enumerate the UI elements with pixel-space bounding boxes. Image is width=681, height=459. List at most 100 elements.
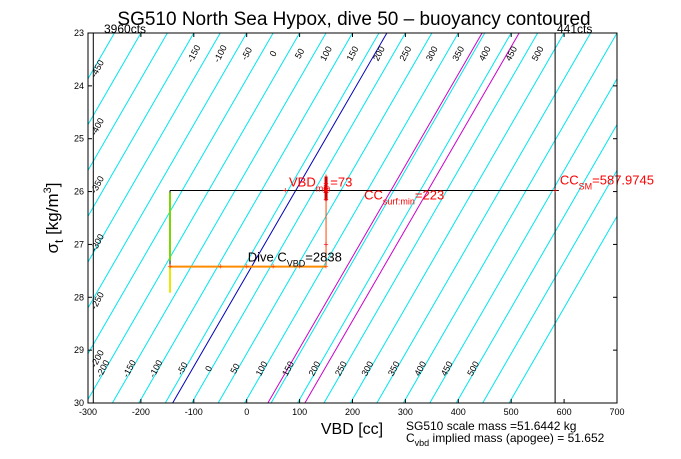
y-tick-label: 27 bbox=[74, 239, 84, 249]
buoyancy-contour-line bbox=[244, 33, 459, 403]
orange-marker: + bbox=[271, 262, 276, 272]
contour-label-bottom: 100 bbox=[254, 360, 270, 378]
buoyancy-contour-line bbox=[402, 33, 617, 403]
buoyancy-contour-line bbox=[376, 33, 591, 403]
contour-label-top: 400 bbox=[477, 45, 493, 63]
contour-label-bottom: 150 bbox=[280, 360, 296, 378]
y-tick-label: 26 bbox=[74, 187, 84, 197]
x-tick-label: 0 bbox=[244, 407, 249, 417]
red-marker: + bbox=[323, 179, 328, 189]
x-tick-label: -300 bbox=[79, 407, 97, 417]
buoyancy-contour-line bbox=[482, 169, 617, 403]
contour-label-top: 500 bbox=[530, 45, 546, 63]
y-axis-label-units: [kg/m bbox=[43, 193, 62, 239]
buoyancy-contour-line bbox=[164, 33, 380, 403]
contour-label-top: 50 bbox=[293, 47, 307, 61]
y-tick-label: 25 bbox=[74, 134, 84, 144]
contour-label-bottom: 500 bbox=[465, 360, 481, 378]
x-tick-label: 600 bbox=[557, 407, 572, 417]
contour-label-bottom: 300 bbox=[359, 360, 375, 378]
y-tick-label: 23 bbox=[74, 28, 84, 38]
contour-label-bottom: 450 bbox=[439, 360, 455, 378]
buoyancy-contour-line bbox=[191, 33, 406, 403]
y-axis-label: σt [kg/m3] bbox=[42, 183, 66, 254]
contour-label-top: -150 bbox=[185, 43, 202, 64]
x-tick-label: -100 bbox=[185, 407, 203, 417]
x-tick-label: 100 bbox=[292, 407, 307, 417]
footnote-implied-mass-c: C bbox=[406, 431, 415, 445]
corner-label-left: 3960cts bbox=[104, 22, 146, 36]
y-axis-label-close: ] bbox=[43, 183, 62, 188]
contour-label-top: 0 bbox=[268, 49, 279, 58]
orange-marker: + bbox=[167, 262, 172, 272]
buoyancy-contour-line bbox=[88, 33, 168, 172]
contour-label-bottom: 50 bbox=[228, 362, 242, 376]
buoyancy-contour-line bbox=[88, 33, 274, 355]
orange-marker: + bbox=[218, 262, 223, 272]
y-tick-label: 24 bbox=[74, 81, 84, 91]
contour-label-bottom: 0 bbox=[203, 364, 214, 373]
buoyancy-contour-line bbox=[111, 33, 327, 403]
contour-label-top: 450 bbox=[503, 45, 519, 63]
y-axis-label-sub: t bbox=[52, 239, 66, 243]
y-axis-label-sigma: σ bbox=[43, 243, 62, 254]
red-marker: + bbox=[323, 239, 328, 249]
footnote-implied-mass-sub: vbd bbox=[415, 438, 430, 448]
contour-label-bottom: 400 bbox=[412, 360, 428, 378]
buoyancy-contour-line bbox=[508, 215, 617, 403]
contour-label-top: 250 bbox=[397, 45, 413, 63]
contour-label-bottom: 250 bbox=[333, 360, 349, 378]
contour-label-top: 100 bbox=[318, 45, 334, 63]
contour-label-bottom: 200 bbox=[307, 360, 323, 378]
y-tick-label: 29 bbox=[74, 345, 84, 355]
contour-label-top: 150 bbox=[345, 45, 361, 63]
contour-label-bottom: 350 bbox=[386, 360, 402, 378]
buoyancy-contour-line bbox=[88, 33, 301, 401]
red-marker: + bbox=[283, 186, 288, 196]
buoyancy-contour-line bbox=[270, 33, 486, 403]
annotation-cc-sm: CCSM=587.9745 bbox=[560, 173, 654, 192]
buoyancy-contour-line bbox=[429, 77, 617, 403]
x-tick-label: 400 bbox=[451, 407, 466, 417]
footnote-implied-mass-rest: implied mass (apogee) = 51.652 bbox=[429, 431, 604, 445]
red-marker: + bbox=[552, 186, 557, 196]
buoyancy-contour-line bbox=[88, 33, 221, 264]
buoyancy-contour-line bbox=[297, 33, 512, 403]
contour-label-top: -450 bbox=[89, 58, 106, 79]
y-tick-label: 28 bbox=[74, 292, 84, 302]
orange-marker: + bbox=[297, 262, 302, 272]
buoyancy-contour-line bbox=[217, 33, 433, 403]
contour-label-top: -250 bbox=[89, 290, 106, 311]
corner-label-right: 441cts bbox=[557, 22, 592, 36]
annotation-vbd-min: VBDmin=73 bbox=[289, 174, 352, 193]
buoyancy-contour-line bbox=[88, 33, 142, 126]
annotation-dive-c: Dive CVBD=2838 bbox=[248, 249, 342, 268]
x-tick-label: 300 bbox=[398, 407, 413, 417]
contour-label-top: 200 bbox=[371, 45, 387, 63]
red-cross-marker: × bbox=[323, 184, 330, 198]
reference-density-line bbox=[267, 33, 483, 403]
buoyancy-contour-line bbox=[138, 33, 353, 403]
buoyancy-contour-line bbox=[323, 33, 539, 403]
x-tick-label: 500 bbox=[504, 407, 519, 417]
plot-frame bbox=[87, 32, 618, 404]
red-marker: + bbox=[323, 195, 328, 205]
orange-marker: + bbox=[244, 262, 249, 272]
buoyancy-contour-line bbox=[88, 33, 248, 309]
buoyancy-contour-line bbox=[455, 123, 617, 403]
annotation-cc-surf: CCsurf:min=223 bbox=[364, 188, 444, 207]
red-marker: + bbox=[323, 186, 328, 196]
y-tick-label: 30 bbox=[74, 398, 84, 408]
buoyancy-contour-line bbox=[88, 33, 195, 218]
contour-label-top: 300 bbox=[424, 45, 440, 63]
chart-title: SG510 North Sea Hypox, dive 50 – buoyanc… bbox=[117, 9, 590, 30]
x-axis-label: VBD [cc] bbox=[321, 421, 383, 438]
contour-label-bottom: -100 bbox=[147, 358, 164, 379]
x-tick-label: -200 bbox=[132, 407, 150, 417]
contour-label-top: -50 bbox=[239, 45, 254, 61]
footnote-implied-mass: Cvbd implied mass (apogee) = 51.652 bbox=[406, 431, 605, 448]
svg-text:σt [kg/m3]: σt [kg/m3] bbox=[42, 183, 66, 254]
footnote-scale-mass: SG510 scale mass =51.6442 kg bbox=[406, 419, 576, 433]
